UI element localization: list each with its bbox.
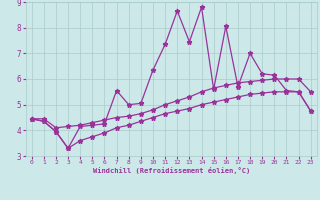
X-axis label: Windchill (Refroidissement éolien,°C): Windchill (Refroidissement éolien,°C): [92, 167, 250, 174]
